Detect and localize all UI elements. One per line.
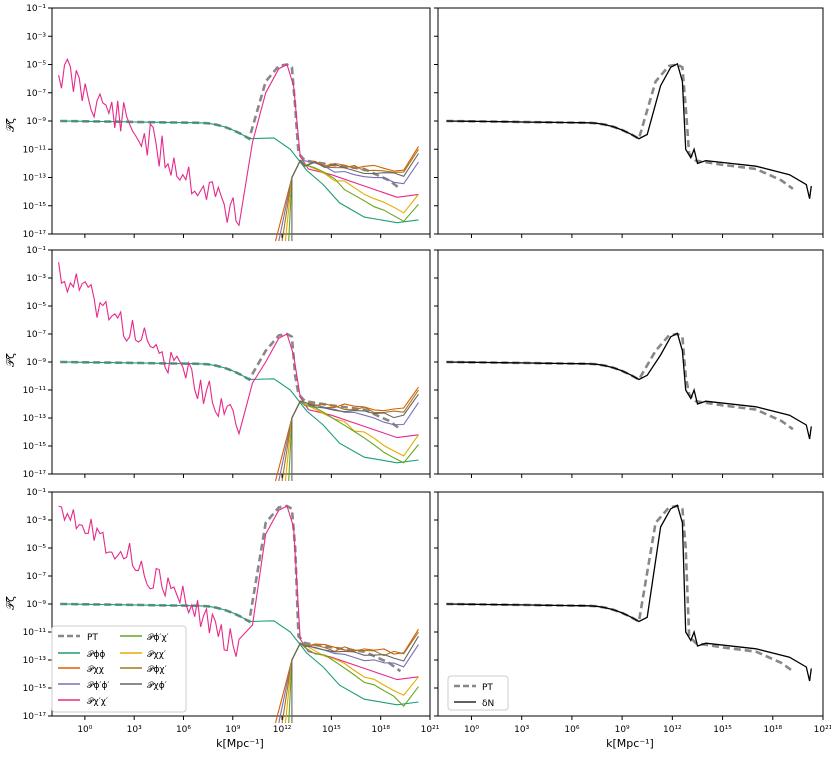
x-tick-label: 10²¹: [814, 725, 831, 735]
y-tick-label: 10⁻¹¹: [23, 386, 47, 396]
x-tick-label: 10³: [127, 725, 142, 735]
y-tick-label: 10⁻¹³: [23, 656, 47, 666]
deltaN-curve: [446, 332, 812, 440]
component-curve: [274, 146, 419, 242]
y-tick-label: 10⁻¹¹: [23, 628, 47, 638]
phiphi-curve: [60, 361, 419, 464]
component-curve: [288, 400, 419, 482]
component-curve: [291, 153, 419, 242]
y-tick-label: 10⁻¹⁷: [23, 230, 47, 240]
y-tick-label: 10⁻⁷: [26, 89, 46, 99]
component-curve: [291, 635, 419, 723]
x-tick-label: 10⁹: [225, 725, 240, 735]
component-curve: [274, 628, 419, 724]
dchidchi-curve: [58, 57, 419, 227]
y-tick-label: 10⁻⁷: [26, 572, 46, 582]
legend-item-dphidphi: 𝒫ϕ′ϕ′: [87, 681, 109, 691]
legend-item-pt-right: PT: [482, 683, 493, 693]
y-tick-label: 10⁻¹⁷: [23, 470, 47, 480]
y-tick-label: 10⁻⁹: [26, 600, 46, 610]
y-tick-label: 10⁻¹³: [23, 174, 47, 184]
pt-curve-right: [446, 332, 794, 431]
x-tick-label: 10²¹: [421, 725, 440, 735]
y-tick-label: 10⁻¹³: [23, 414, 47, 424]
x-tick-label: 10¹²: [663, 725, 682, 735]
phiphi-curve: [60, 120, 419, 224]
pt-curve: [60, 332, 402, 431]
legend-item-phiphi: 𝒫ϕϕ: [87, 650, 105, 660]
x-tick-label: 10¹²: [273, 725, 292, 735]
y-tick-label: 10⁻¹: [26, 488, 46, 498]
dchidchi-curve: [58, 262, 419, 439]
y-axis-label-row1: 𝒫ζ: [4, 118, 17, 132]
y-tick-label: 10⁻¹⁵: [23, 442, 47, 452]
y-tick-label: 10⁻⁵: [26, 61, 46, 71]
y-tick-label: 10⁻¹: [26, 246, 46, 256]
legend-item-chidphi: 𝒫χϕ′: [147, 681, 167, 691]
x-axis-label-right: k[Mpc⁻¹]: [606, 737, 654, 750]
y-tick-label: 10⁻³: [26, 516, 46, 526]
pt-curve-right: [446, 63, 794, 190]
deltaN-curve: [446, 504, 812, 682]
x-tick-label: 10⁹: [615, 725, 630, 735]
y-axis-label-row3: 𝒫ζ: [4, 596, 17, 610]
pt-curve-right: [446, 504, 794, 673]
legend-item-deltan: δN: [482, 699, 494, 709]
y-tick-label: 10⁻³: [26, 274, 46, 284]
y-tick-label: 10⁻⁵: [26, 302, 46, 312]
y-tick-label: 10⁻⁹: [26, 358, 46, 368]
pt-curve: [60, 63, 402, 190]
legend-item-chichi: 𝒫χχ: [87, 665, 104, 675]
y-tick-label: 10⁻¹⁷: [23, 712, 47, 722]
y-tick-label: 10⁻⁷: [26, 330, 46, 340]
x-tick-label: 10¹⁸: [371, 725, 390, 735]
y-tick-label: 10⁻³: [26, 32, 46, 42]
dchidchi-curve: [58, 505, 419, 681]
component-curve: [288, 642, 419, 724]
component-curve: [278, 400, 419, 482]
legend-item-dchidchi: 𝒫χ′χ′: [87, 697, 108, 707]
legend-item-dphidchi: 𝒫ϕ′χ′: [147, 633, 169, 643]
legend-item-pt: PT: [87, 633, 98, 643]
x-tick-label: 10⁰: [464, 725, 479, 735]
legend-ptdn: PT δN: [447, 675, 509, 711]
component-curve: [274, 386, 419, 482]
component-curve: [278, 642, 419, 724]
legend-components: PT 𝒫ϕϕ 𝒫χχ 𝒫ϕ′ϕ′ 𝒫χ′χ′ 𝒫ϕ′χ′ 𝒫χχ′ 𝒫ϕχ′ 𝒫…: [51, 625, 187, 713]
component-curve: [278, 160, 419, 242]
component-curve: [291, 393, 419, 481]
y-tick-label: 10⁻¹⁵: [23, 202, 47, 212]
x-tick-label: 10⁰: [77, 725, 92, 735]
legend-item-chidchi: 𝒫χχ′: [147, 650, 166, 660]
x-tick-label: 10⁶: [176, 725, 191, 735]
x-tick-label: 10¹⁵: [322, 725, 341, 735]
component-curve: [284, 400, 419, 482]
component-curve: [284, 642, 419, 724]
x-tick-label: 10⁶: [564, 725, 579, 735]
y-tick-label: 10⁻¹⁵: [23, 684, 47, 694]
x-tick-label: 10¹⁸: [763, 725, 782, 735]
x-axis-label-left: k[Mpc⁻¹]: [216, 737, 264, 750]
y-tick-label: 10⁻⁵: [26, 544, 46, 554]
x-tick-label: 10³: [514, 725, 529, 735]
deltaN-curve: [446, 62, 812, 199]
y-axis-label-row2: 𝒫ζ: [4, 353, 17, 367]
y-tick-label: 10⁻⁹: [26, 117, 46, 127]
phiphi-curve: [60, 603, 419, 706]
x-tick-label: 10¹⁵: [713, 725, 732, 735]
legend-item-phidchi: 𝒫ϕχ′: [147, 665, 167, 675]
y-tick-label: 10⁻¹¹: [23, 145, 47, 155]
y-tick-label: 10⁻¹: [26, 4, 46, 14]
